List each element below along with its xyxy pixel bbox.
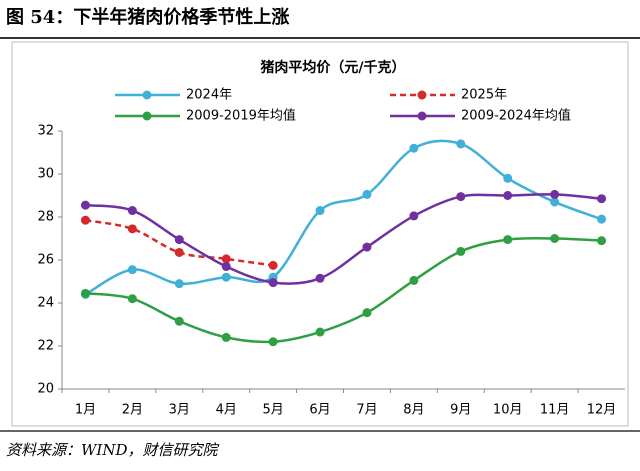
series-marker (221, 272, 231, 282)
series-line (85, 236, 602, 344)
series-marker (456, 139, 466, 149)
series-marker (315, 327, 325, 337)
x-tick-label: 12月 (587, 403, 617, 418)
series-line (84, 139, 602, 296)
series-marker (174, 247, 184, 257)
chart-frame (11, 41, 629, 427)
series-marker (503, 235, 513, 245)
x-tick-label: 7月 (356, 403, 377, 418)
x-tick-label: 3月 (169, 403, 190, 418)
x-tick-label: 8月 (403, 403, 424, 418)
legend-label: 2009-2024年均值 (461, 108, 571, 124)
y-tick-label: 30 (37, 167, 54, 182)
series-marker (362, 308, 372, 318)
source-note: 资料来源：WIND，财信研究院 (6, 441, 219, 459)
series-marker (597, 236, 607, 246)
series-marker (127, 294, 137, 304)
series-marker (80, 200, 90, 210)
series-marker (456, 246, 466, 256)
legend-label: 2009-2019年均值 (186, 108, 296, 124)
series-marker (456, 192, 466, 202)
legend-marker (142, 90, 152, 100)
series-marker (315, 273, 325, 283)
legend-marker (417, 111, 427, 121)
series-marker (174, 279, 184, 289)
x-tick-label: 1月 (75, 403, 96, 418)
series-marker (268, 278, 278, 288)
series-marker (174, 316, 184, 326)
series-marker (221, 254, 231, 264)
series-marker (597, 194, 607, 204)
series-marker (409, 275, 419, 285)
chart-title: 猪肉平均价（元/千克） (259, 59, 405, 76)
series-marker (550, 197, 560, 207)
y-tick-label: 20 (37, 382, 54, 397)
series-marker (503, 191, 513, 200)
y-tick-label: 28 (37, 210, 54, 225)
series-marker (503, 173, 513, 183)
series-marker (127, 224, 137, 234)
series-marker (550, 234, 560, 243)
x-tick-label: 11月 (540, 403, 570, 418)
series-marker (268, 260, 278, 270)
x-tick-label: 2月 (122, 403, 143, 418)
series-marker (409, 211, 419, 221)
series-marker (362, 242, 372, 252)
y-tick-label: 24 (37, 296, 54, 311)
x-tick-label: 6月 (309, 403, 330, 418)
legend-marker (417, 90, 427, 100)
series-marker (409, 143, 419, 153)
series-marker (315, 206, 325, 216)
x-tick-label: 4月 (216, 403, 237, 418)
series-marker (268, 337, 278, 347)
y-tick-label: 32 (37, 124, 54, 139)
y-tick-label: 26 (37, 253, 54, 268)
x-tick-label: 10月 (493, 403, 523, 418)
legend-marker (142, 111, 152, 121)
series-marker (80, 215, 90, 225)
series-marker (550, 189, 560, 199)
series-marker (362, 189, 372, 199)
series-marker (127, 206, 137, 216)
legend-label: 2025年 (461, 88, 507, 103)
figure-title: 图 54：下半年猪肉价格季节性上涨 (6, 6, 289, 28)
x-tick-label: 5月 (262, 403, 283, 418)
series-marker (174, 235, 184, 245)
series-marker (597, 214, 607, 224)
legend-label: 2024年 (186, 88, 232, 103)
x-tick-label: 9月 (450, 403, 471, 418)
series-marker (127, 265, 137, 275)
series-marker (221, 261, 231, 271)
series-marker (221, 332, 231, 342)
series-marker (80, 288, 90, 298)
y-tick-label: 22 (37, 339, 54, 354)
